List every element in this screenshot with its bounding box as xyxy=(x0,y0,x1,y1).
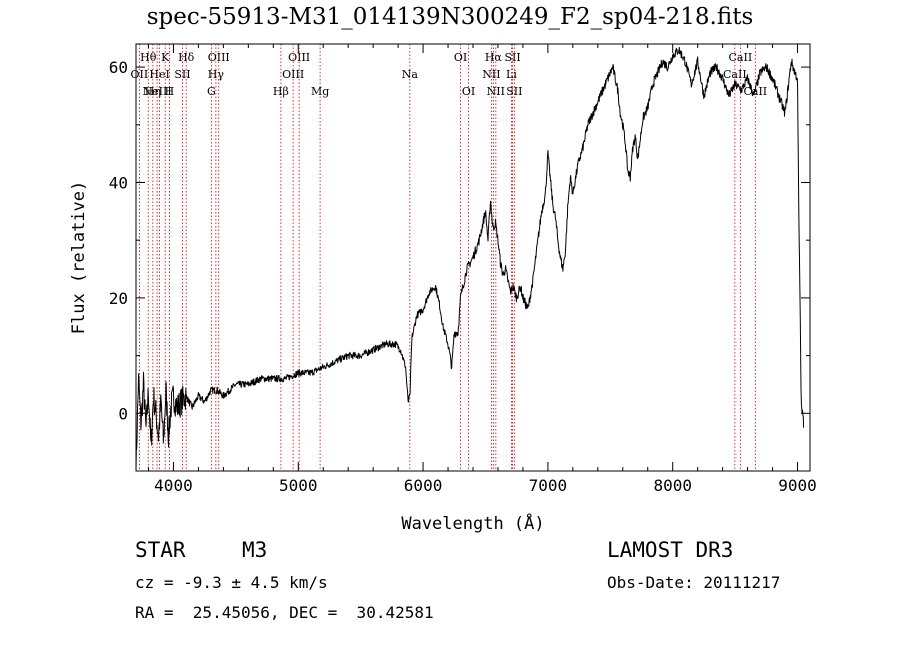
x-tick-label: 6000 xyxy=(404,476,443,495)
line-label-7: SII xyxy=(174,68,190,81)
line-label-15: Mg xyxy=(311,85,329,98)
line-label-17: OI xyxy=(454,51,467,64)
axis-ticks: 4000 5000 6000 7000 8000 9000 0 20 40 60 xyxy=(109,44,817,495)
line-label-6: H xyxy=(165,85,175,98)
y-axis-label: Flux (relative) xyxy=(69,181,89,335)
x-tick-label: 7000 xyxy=(529,476,568,495)
line-label-21: NII xyxy=(487,85,505,98)
line-label-4: HeI xyxy=(149,68,169,81)
object-subclass: M3 xyxy=(242,538,268,562)
x-tick-label: 8000 xyxy=(653,476,692,495)
x-axis-label: Wavelength (Å) xyxy=(401,512,544,534)
coordinates: RA = 25.45056, DEC = 30.42581 xyxy=(135,603,434,622)
object-class: STAR xyxy=(135,538,186,562)
line-label-2: Hη xyxy=(145,85,161,98)
survey-name: LAMOST DR3 xyxy=(607,538,734,562)
line-label-11: OIII xyxy=(208,51,230,64)
chart-title: spec-55913-M31_014139N300249_F2_sp04-218… xyxy=(146,4,754,30)
y-tick-label: 40 xyxy=(109,173,128,192)
line-label-20: Hα xyxy=(485,51,503,64)
line-label-14: OIII xyxy=(288,51,310,64)
line-label-18: OI xyxy=(462,85,475,98)
line-label-25: CaII xyxy=(723,68,747,81)
line-label-26: CaII xyxy=(729,51,753,64)
x-tick-label: 5000 xyxy=(279,476,318,495)
line-label-13: OIII xyxy=(282,68,304,81)
line-label-24: SII xyxy=(506,85,522,98)
y-tick-label: 0 xyxy=(118,404,128,423)
line-label-9: G xyxy=(207,85,216,98)
line-label-0: OII xyxy=(131,68,149,81)
line-label-22: Li xyxy=(506,68,517,81)
observation-date: Obs-Date: 20111217 xyxy=(607,573,781,592)
line-label-3: NeIII xyxy=(143,85,172,98)
line-label-16: Na xyxy=(402,68,419,81)
emission-line-markers xyxy=(138,44,756,471)
line-label-12: Hβ xyxy=(273,85,289,98)
line-label-19: NII xyxy=(482,68,500,81)
redshift-value: cz = -9.3 ± 4.5 km/s xyxy=(135,573,328,592)
line-label-1: Hθ xyxy=(140,51,157,64)
line-label-5: K xyxy=(161,51,170,64)
y-tick-label: 60 xyxy=(109,58,128,77)
x-tick-label: 9000 xyxy=(778,476,817,495)
x-tick-label: 4000 xyxy=(154,476,193,495)
line-label-8: Hδ xyxy=(178,51,195,64)
spectrum-line xyxy=(135,46,805,472)
line-label-23: SII xyxy=(504,51,520,64)
line-label-10: Hγ xyxy=(208,68,225,81)
y-tick-label: 20 xyxy=(109,289,128,308)
